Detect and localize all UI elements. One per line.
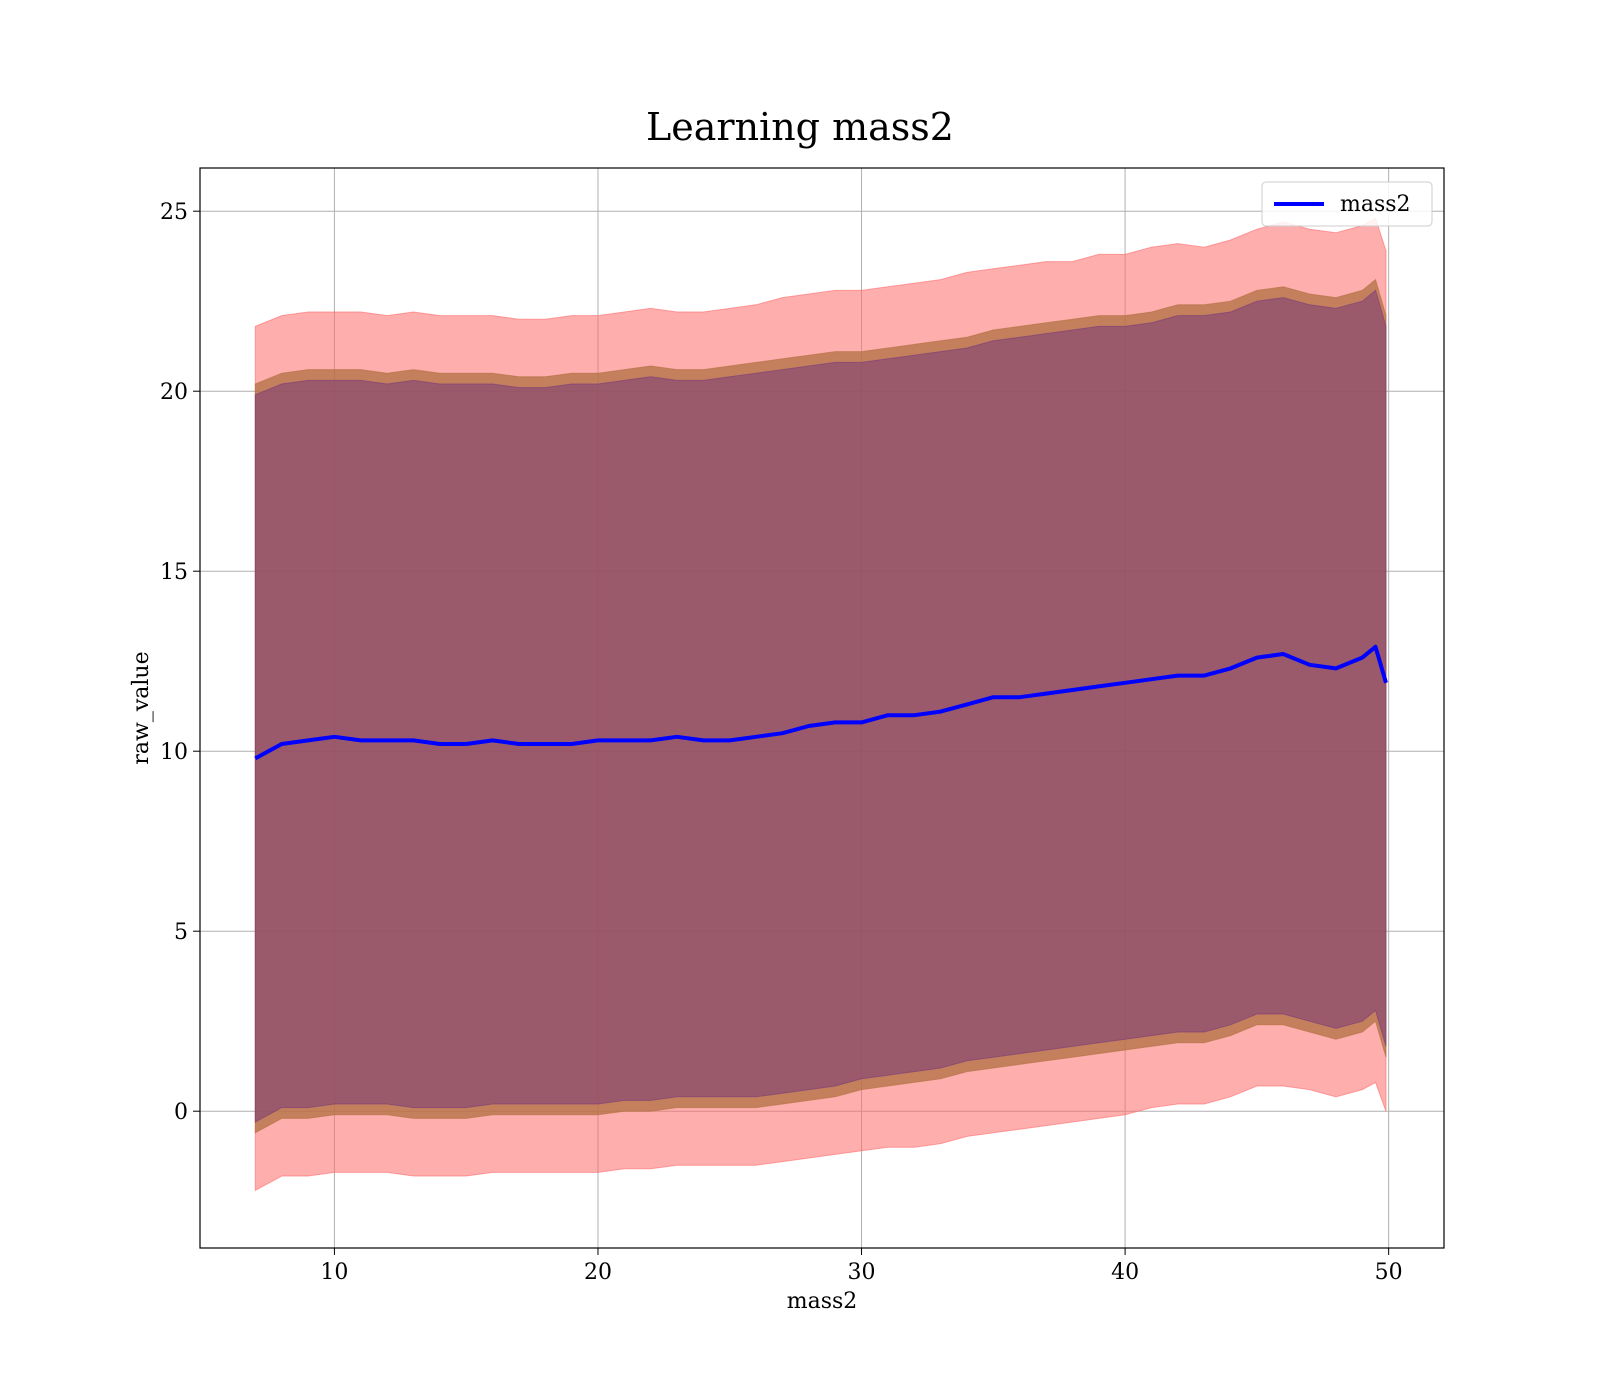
x-tick-label: 10	[320, 1260, 348, 1285]
legend-entry: mass2	[1340, 192, 1411, 217]
x-axis-label: mass2	[787, 1289, 858, 1314]
error-bands	[254, 217, 1387, 1192]
chart-title: Learning mass2	[646, 105, 954, 149]
y-axis-label: raw_value	[129, 651, 154, 764]
legend-box	[1261, 181, 1433, 227]
plot-frame	[199, 167, 1445, 1249]
legend: mass2	[1261, 181, 1433, 227]
x-tick-label: 20	[584, 1260, 612, 1285]
x-ticks: 10 20 30 40 50	[320, 1248, 1403, 1285]
band-inner	[254, 289, 1387, 1123]
series-lines	[254, 644, 1388, 761]
x-tick-label: 40	[1111, 1260, 1139, 1285]
y-tick-label: 10	[160, 740, 188, 765]
y-tick-label: 25	[160, 200, 188, 225]
y-tick-label: 20	[160, 380, 188, 405]
y-tick-label: 15	[160, 560, 188, 585]
x-tick-label: 30	[848, 1260, 876, 1285]
y-ticks: 0 5 10 15 20 25	[160, 200, 200, 1125]
x-tick-label: 50	[1375, 1260, 1403, 1285]
y-tick-label: 5	[174, 920, 188, 945]
y-tick-label: 0	[174, 1100, 188, 1125]
series-line-mass2	[254, 644, 1388, 761]
